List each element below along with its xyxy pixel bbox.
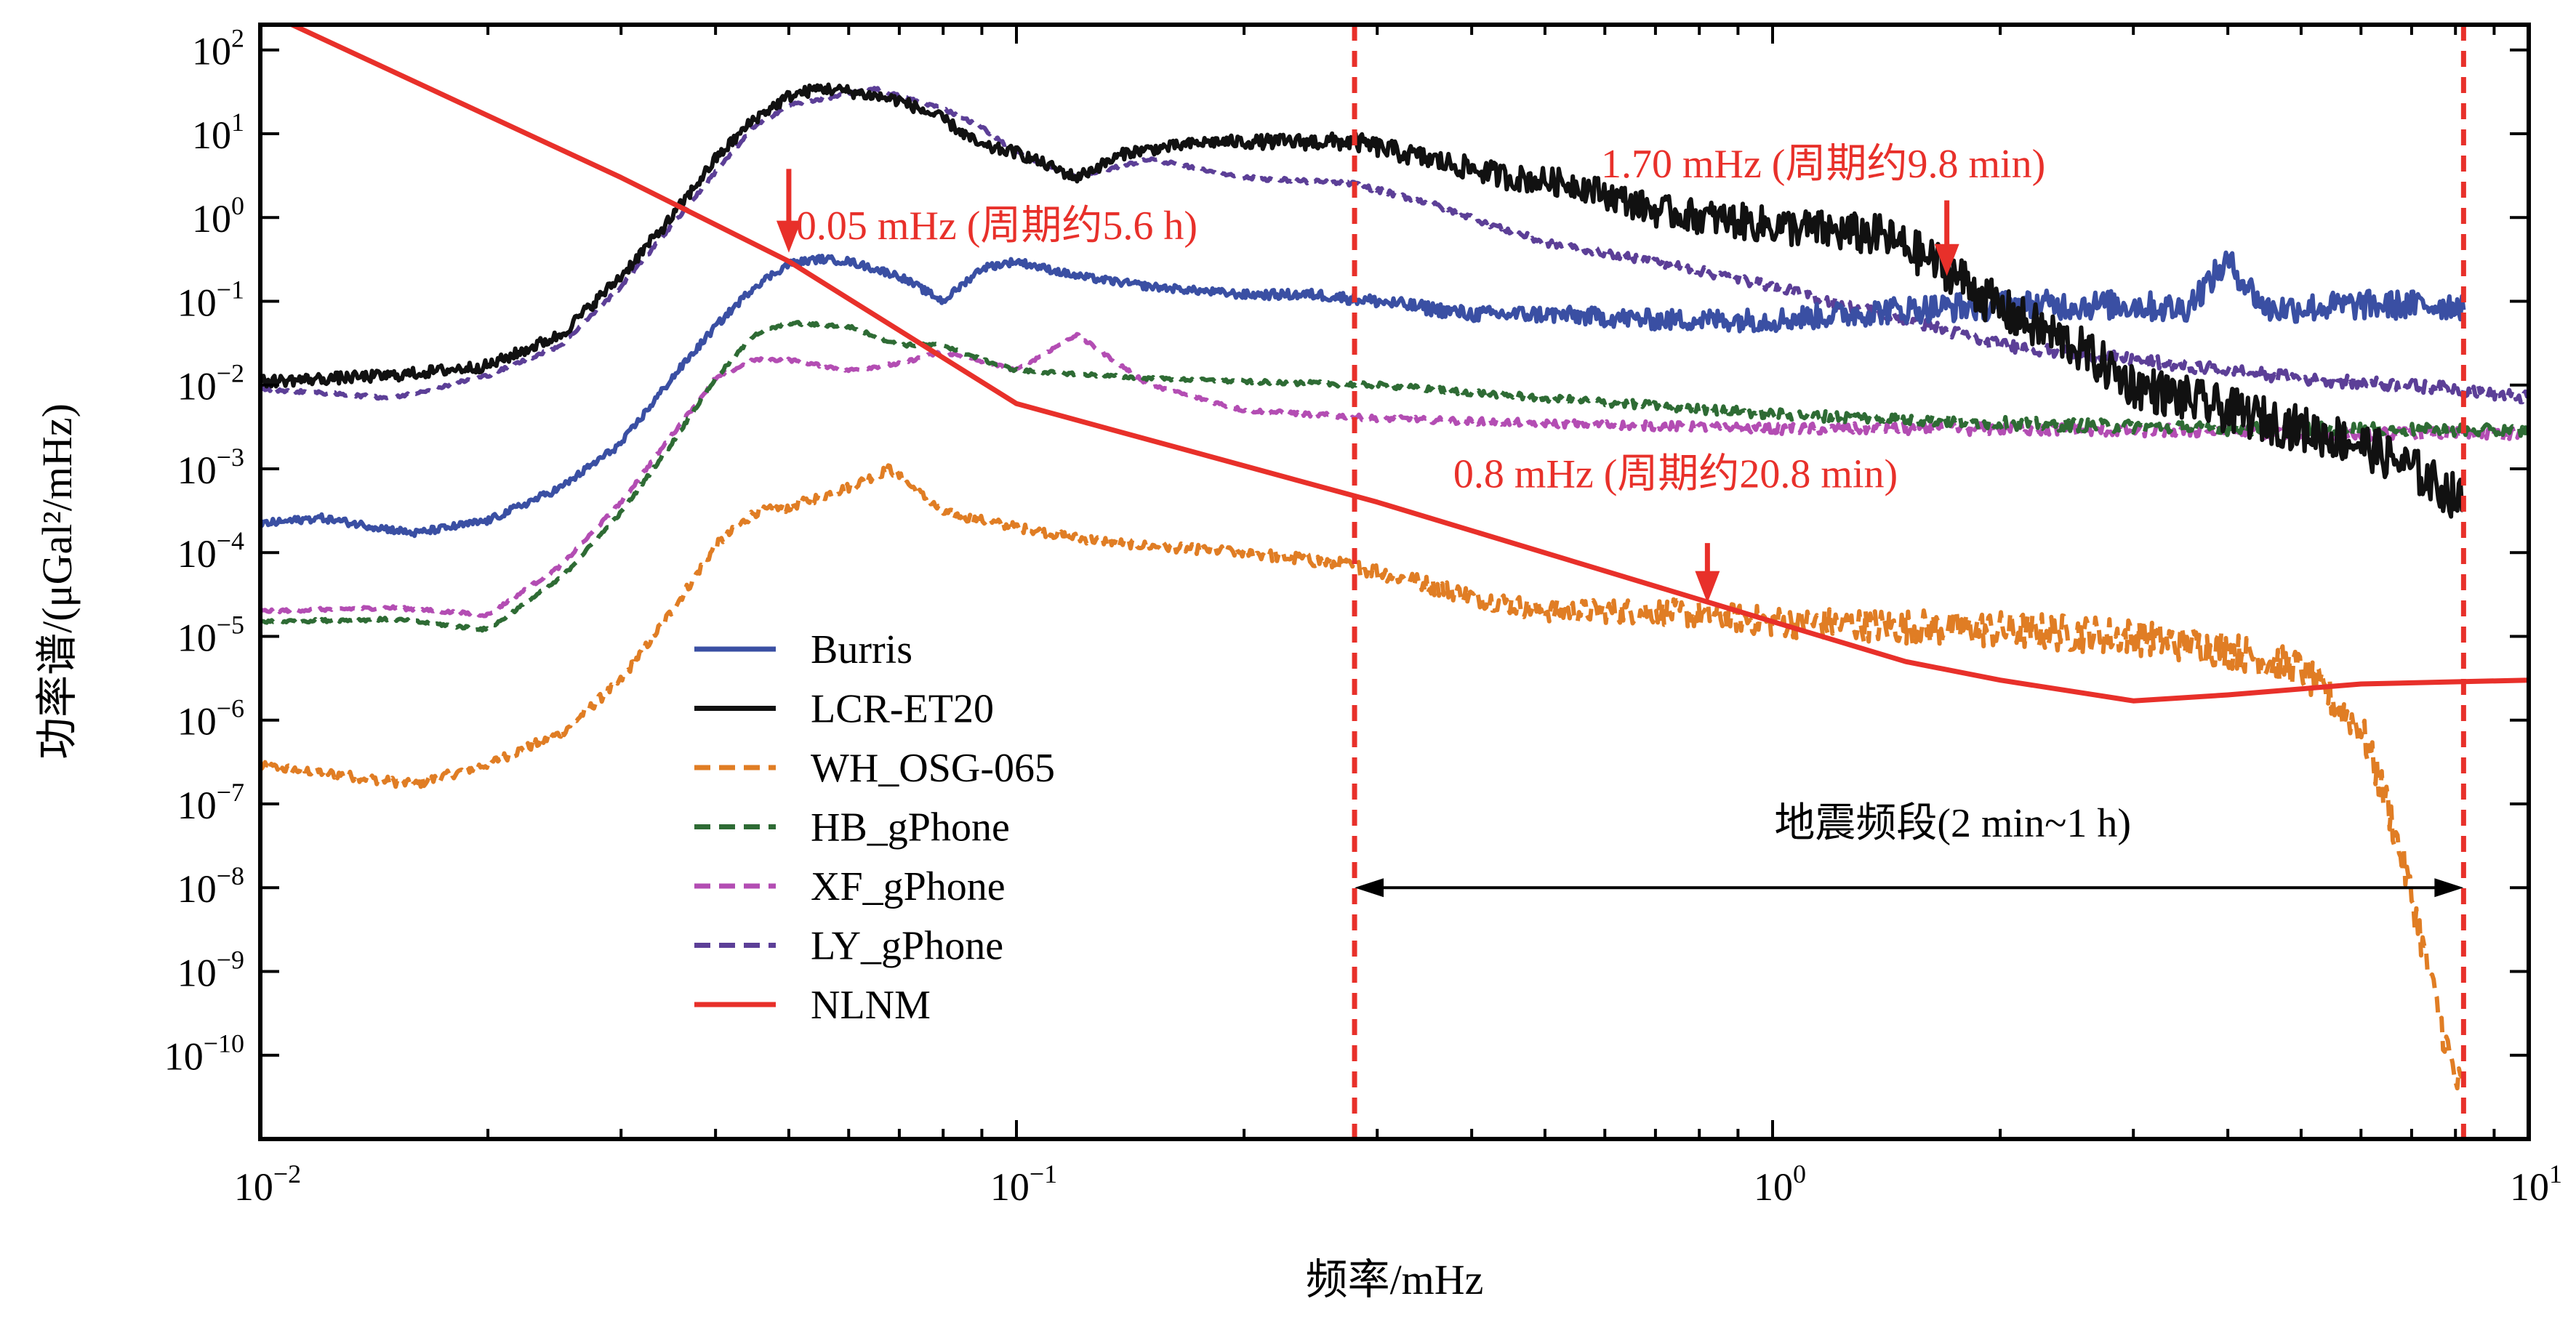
y-tick-label: 10−5 — [177, 610, 244, 659]
y-tick-label: 10−8 — [177, 861, 244, 911]
series-layer — [260, 25, 2529, 1091]
annotation-label-1: 0.05 mHz (周期约5.6 h) — [796, 204, 1197, 249]
annotation-arrow-head-1 — [776, 220, 801, 253]
x-tick-label: 100 — [1754, 1159, 1806, 1209]
legend-label-1: Burris — [811, 627, 912, 672]
legend: Burris LCR-ET20 WH_OSG-065 HB_gPhone XF_gPho… — [694, 627, 1055, 1028]
series-line-wh-osg-065 — [260, 463, 2465, 1091]
y-tick-label: 101 — [192, 108, 244, 157]
legend-label-5: XF_gPhone — [811, 864, 1006, 909]
x-tick-label: 10−1 — [990, 1159, 1057, 1209]
y-tick-label: 10−10 — [164, 1029, 244, 1079]
y-tick-label: 10−6 — [177, 694, 244, 744]
annotation-arrow-head-2 — [1934, 244, 1959, 276]
series-line-hb-gphone — [260, 320, 2529, 633]
y-tick-label: 10−3 — [177, 443, 244, 492]
legend-label-3: WH_OSG-065 — [811, 746, 1055, 791]
y-tick-label: 10−2 — [177, 359, 244, 409]
legend-label-7: NLNM — [811, 983, 931, 1028]
y-tick-label: 102 — [192, 24, 244, 73]
overlay-layer: 地震频段(2 min~1 h) 0.05 mHz (周期约5.6 h) 1.70 m… — [776, 25, 2466, 1139]
annotation-arrow-head-3 — [1695, 571, 1720, 603]
legend-label-2: LCR-ET20 — [811, 687, 994, 732]
y-tick-label: 10−9 — [177, 945, 244, 994]
y-tick-label: 10−1 — [177, 275, 244, 324]
x-tick-label: 10−2 — [234, 1159, 301, 1209]
series-line-lcr-et20 — [260, 82, 2466, 519]
series-line-burris — [260, 250, 2466, 539]
annotation-label-3: 0.8 mHz (周期约20.8 min) — [1453, 452, 1898, 497]
x-tick-label: 101 — [2510, 1159, 2562, 1209]
legend-label-4: HB_gPhone — [811, 805, 1010, 850]
y-axis-label: 功率谱/(μGal²/mHz) — [33, 403, 81, 760]
series-line-ly-gphone — [260, 86, 2529, 405]
legend-label-6: LY_gPhone — [811, 924, 1003, 969]
band-label: 地震频段(2 min~1 h) — [1774, 801, 2131, 846]
y-tick-label: 100 — [192, 191, 244, 241]
x-axis-label: 频率/mHz — [1306, 1256, 1484, 1303]
axis-ticks: 102 101 100 10−1 10−2 10−3 10−4 10−5 10−6 10−7 10−… — [164, 24, 2562, 1209]
band-arrow-right-head — [2434, 878, 2464, 898]
annotation-label-2: 1.70 mHz (周期约9.8 min) — [1601, 142, 2045, 187]
y-tick-label: 10−4 — [177, 526, 244, 576]
band-arrow-left-head — [1355, 878, 1384, 898]
y-tick-label: 10−7 — [177, 778, 244, 827]
series-line-nlnm — [286, 25, 2529, 704]
plot-frame — [258, 23, 2531, 1141]
series-line-xf-gphone — [260, 331, 2529, 619]
